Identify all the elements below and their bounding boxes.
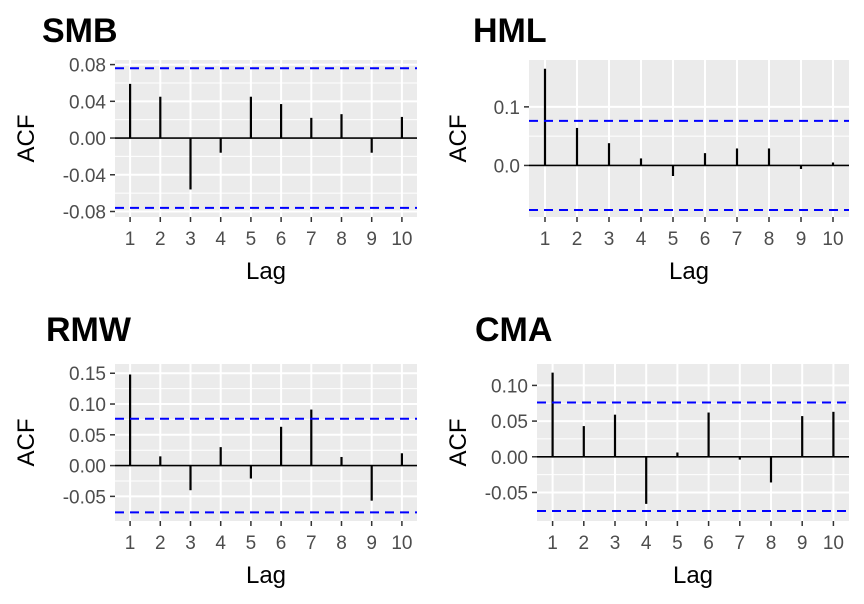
x-tick-label: 8 bbox=[764, 229, 775, 250]
y-tick-label: -0.05 bbox=[485, 483, 528, 504]
x-tick-label: 10 bbox=[822, 229, 843, 250]
x-tick-label: 8 bbox=[336, 533, 347, 554]
panel-background bbox=[529, 60, 849, 217]
y-tick-label: 0.10 bbox=[491, 376, 528, 397]
x-tick-label: 10 bbox=[391, 533, 412, 554]
acf-panel-cma: -0.05 0.00 0.05 0.10 1 2 3 4 5 6 7 8 9 10 CMA Lag ACF bbox=[445, 311, 849, 589]
panel-title: CMA bbox=[475, 311, 552, 349]
y-tick-label: 0.05 bbox=[69, 426, 106, 447]
y-tick-label: -0.08 bbox=[63, 202, 106, 223]
y-axis-label: ACF bbox=[13, 115, 40, 163]
x-tick-label: 5 bbox=[668, 229, 679, 250]
panel-title: RMW bbox=[46, 311, 132, 349]
y-axis-label: ACF bbox=[13, 419, 40, 467]
x-tick-label: 3 bbox=[610, 533, 621, 554]
x-tick-label: 1 bbox=[540, 229, 551, 250]
x-tick-label: 9 bbox=[366, 229, 377, 250]
x-tick-label: 2 bbox=[155, 533, 166, 554]
y-tick-label: 0.15 bbox=[69, 364, 106, 385]
x-tick-label: 5 bbox=[246, 229, 257, 250]
x-tick-label: 5 bbox=[672, 533, 683, 554]
panel-title: SMB bbox=[42, 12, 118, 50]
y-axis-label: ACF bbox=[445, 419, 472, 467]
x-tick-label: 1 bbox=[125, 533, 136, 554]
x-axis-label: Lag bbox=[246, 562, 286, 589]
x-tick-label: 7 bbox=[732, 229, 743, 250]
x-tick-label: 4 bbox=[215, 229, 226, 250]
x-tick-label: 7 bbox=[306, 533, 317, 554]
x-tick-label: 4 bbox=[641, 533, 652, 554]
y-tick-label: 0.1 bbox=[494, 98, 520, 119]
x-tick-label: 10 bbox=[391, 229, 412, 250]
x-tick-label: 8 bbox=[336, 229, 347, 250]
panel-background bbox=[537, 364, 849, 521]
y-tick-label: 0.00 bbox=[491, 448, 528, 469]
panel-background bbox=[115, 364, 417, 521]
x-tick-label: 4 bbox=[215, 533, 226, 554]
x-tick-label: 9 bbox=[796, 229, 807, 250]
acf-panel-smb: -0.08 -0.04 0.00 0.04 0.08 1 2 3 4 5 6 7 8 9 10 SMB Lag A… bbox=[13, 12, 417, 285]
x-axis-label: Lag bbox=[246, 258, 286, 285]
y-tick-label: 0.00 bbox=[69, 457, 106, 478]
x-tick-label: 5 bbox=[246, 533, 257, 554]
x-tick-label: 2 bbox=[155, 229, 166, 250]
x-tick-label: 6 bbox=[276, 229, 287, 250]
x-tick-label: 3 bbox=[185, 229, 196, 250]
acf-panel-rmw: -0.05 0.00 0.05 0.10 0.15 1 2 3 4 5 6 7 8 9 10 RMW Lag AC… bbox=[13, 311, 417, 589]
x-tick-label: 6 bbox=[700, 229, 711, 250]
acf-panel-hml: 0.0 0.1 1 2 3 4 5 6 7 8 9 10 HML Lag ACF bbox=[445, 12, 849, 285]
x-tick-label: 7 bbox=[306, 229, 317, 250]
y-tick-label: 0.04 bbox=[69, 92, 106, 113]
x-tick-label: 2 bbox=[579, 533, 590, 554]
y-axis-label: ACF bbox=[445, 115, 472, 163]
y-tick-label: -0.04 bbox=[63, 166, 107, 187]
x-tick-label: 2 bbox=[572, 229, 583, 250]
x-tick-label: 9 bbox=[797, 533, 808, 554]
x-tick-label: 6 bbox=[703, 533, 714, 554]
x-axis-label: Lag bbox=[673, 562, 713, 589]
x-tick-label: 7 bbox=[735, 533, 746, 554]
x-tick-label: 1 bbox=[125, 229, 136, 250]
x-tick-label: 3 bbox=[604, 229, 615, 250]
x-tick-label: 6 bbox=[276, 533, 287, 554]
x-tick-label: 8 bbox=[766, 533, 777, 554]
y-tick-label: 0.0 bbox=[494, 156, 520, 177]
y-tick-label: 0.10 bbox=[69, 395, 106, 416]
x-axis-label: Lag bbox=[669, 258, 709, 285]
y-tick-label: 0.05 bbox=[491, 412, 528, 433]
x-tick-label: 3 bbox=[185, 533, 196, 554]
x-tick-label: 9 bbox=[366, 533, 377, 554]
x-tick-label: 1 bbox=[547, 533, 558, 554]
y-tick-label: 0.08 bbox=[69, 56, 106, 77]
x-tick-label: 4 bbox=[636, 229, 647, 250]
x-tick-label: 10 bbox=[823, 533, 844, 554]
panel-title: HML bbox=[473, 12, 547, 50]
y-tick-label: 0.00 bbox=[69, 129, 106, 150]
y-tick-label: -0.05 bbox=[63, 487, 106, 508]
